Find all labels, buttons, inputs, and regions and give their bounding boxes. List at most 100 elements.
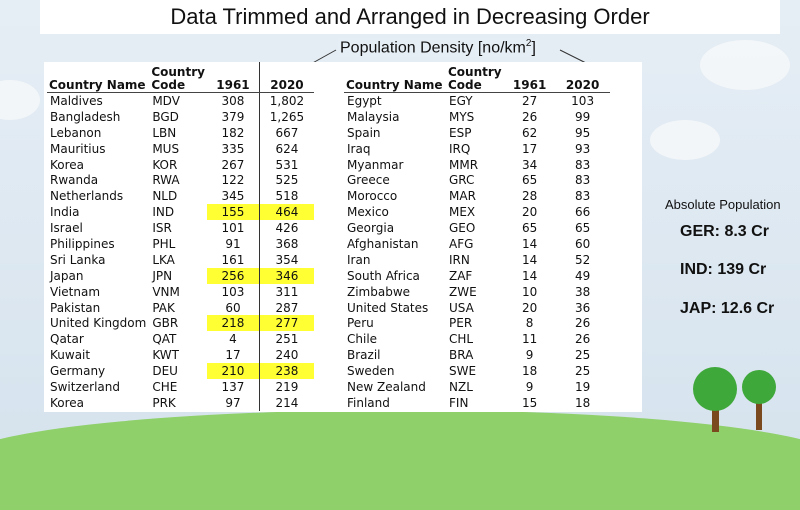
table-row: Myanmar MMR 34 83 <box>344 157 610 173</box>
value-2020-cell: 99 <box>574 109 591 124</box>
country-code-cell: CHE <box>152 379 178 394</box>
value-2020-cell: 251 <box>258 331 314 348</box>
table-row: Kuwait KWT 17 240 <box>47 347 314 364</box>
value-2020-cell: 49 <box>574 268 591 283</box>
value-1961-cell: 17 <box>521 141 538 156</box>
country-code-cell: IND <box>152 205 175 220</box>
country-code-cell: FIN <box>449 395 469 410</box>
table-row: Switzerland CHE 137 219 <box>47 379 314 395</box>
table-row: Iraq IRQ 17 93 <box>344 141 610 157</box>
country-code-cell: ZWE <box>449 284 477 299</box>
country-name-cell: Israel <box>50 221 83 236</box>
value-1961-cell: 210 <box>206 363 260 380</box>
country-code-cell: BGD <box>152 109 179 124</box>
country-name-cell: Mexico <box>347 205 389 220</box>
table-row: Malaysia MYS 26 99 <box>344 109 610 125</box>
value-1961-cell: 218 <box>206 315 260 332</box>
value-1961-cell: 9 <box>525 379 534 394</box>
value-2020-cell: 83 <box>574 157 591 172</box>
value-1961-cell: 65 <box>521 173 538 188</box>
country-name-cell: United Kingdom <box>50 316 147 331</box>
table-right: Country Name Country Code 1961 2020 Egyp… <box>344 62 610 411</box>
table-row: Pakistan PAK 60 287 <box>47 299 314 316</box>
value-1961-cell: 26 <box>521 109 538 124</box>
value-2020-cell: 1,802 <box>258 92 314 109</box>
country-name-cell: Peru <box>347 316 374 331</box>
country-name-cell: Korea <box>50 157 85 172</box>
country-name-cell: Switzerland <box>50 379 120 394</box>
absolute-population-panel: Absolute Population GER: 8.3 Cr IND: 139… <box>660 197 800 318</box>
table-left: Country Name Country Code 1961 2020 Mald… <box>47 62 314 411</box>
slide-title: Data Trimmed and Arranged in Decreasing … <box>40 0 780 34</box>
table-row: United Kingdom GBR 218 277 <box>47 315 314 332</box>
value-2020-cell: 219 <box>258 379 314 395</box>
value-2020-cell: 531 <box>258 156 314 173</box>
value-2020-cell: 65 <box>574 221 591 236</box>
country-name-cell: Japan <box>50 268 84 283</box>
table-row: United States USA 20 36 <box>344 300 610 316</box>
country-name-cell: Greece <box>347 173 390 188</box>
country-code-cell: NZL <box>449 379 473 394</box>
value-1961-cell: 379 <box>221 109 245 124</box>
country-name-cell: Mauritius <box>50 141 106 156</box>
country-code-cell: QAT <box>152 332 177 347</box>
tree-trunk <box>756 400 762 430</box>
header-country-code: Country Code <box>446 62 504 93</box>
table-row: Spain ESP 62 95 <box>344 125 610 141</box>
value-1961-cell: 15 <box>521 395 538 410</box>
country-name-cell: Iran <box>347 252 371 267</box>
country-name-cell: Chile <box>347 332 378 347</box>
value-1961-cell: 101 <box>221 221 245 236</box>
value-1961-cell: 20 <box>521 205 538 220</box>
header-country-name: Country Name <box>47 62 150 93</box>
value-2020-cell: 368 <box>258 236 314 252</box>
header-2020: 2020 <box>258 62 314 93</box>
header-1961: 1961 <box>503 62 556 93</box>
value-2020-cell: 287 <box>258 299 314 316</box>
value-1961-cell: 27 <box>521 93 538 108</box>
country-code-cell: PRK <box>152 395 176 410</box>
value-2020-cell: 18 <box>574 395 591 410</box>
country-name-cell: Georgia <box>347 221 395 236</box>
country-code-cell: EGY <box>449 93 473 108</box>
value-2020-cell: 103 <box>571 93 595 108</box>
table-row: Morocco MAR 28 83 <box>344 188 610 204</box>
table-row: Japan JPN 256 346 <box>47 267 314 284</box>
country-code-cell: VNM <box>152 284 180 299</box>
country-name-cell: Lebanon <box>50 125 102 140</box>
country-name-cell: United States <box>347 300 429 315</box>
value-1961-cell: 267 <box>221 157 245 172</box>
table-row: Israel ISR 101 426 <box>47 220 314 237</box>
table-row: New Zealand NZL 9 19 <box>344 379 610 395</box>
table-row: Germany DEU 210 238 <box>47 363 314 380</box>
value-2020-cell: 346 <box>258 267 314 284</box>
table-row: Lebanon LBN 182 667 <box>47 124 314 141</box>
value-2020-cell: 426 <box>258 220 314 237</box>
value-1961-cell: 62 <box>521 125 538 140</box>
table-row: Mexico MEX 20 66 <box>344 204 610 220</box>
country-name-cell: Myanmar <box>347 157 404 172</box>
value-1961-cell: 122 <box>221 173 245 188</box>
value-2020-cell: 238 <box>258 363 314 380</box>
value-2020-cell: 60 <box>574 236 591 251</box>
country-code-cell: PER <box>449 316 473 331</box>
value-2020-cell: 25 <box>574 348 591 363</box>
table-row: Korea KOR 267 531 <box>47 156 314 173</box>
country-code-cell: RWA <box>152 173 180 188</box>
table-row: Afghanistan AFG 14 60 <box>344 236 610 252</box>
country-code-cell: MAR <box>449 189 476 204</box>
cloud <box>700 40 790 90</box>
table-row: Brazil BRA 9 25 <box>344 347 610 363</box>
country-name-cell: Sri Lanka <box>50 252 106 267</box>
country-name-cell: Rwanda <box>50 173 99 188</box>
value-1961-cell: 308 <box>221 93 245 108</box>
country-code-cell: MEX <box>449 205 476 220</box>
value-1961-cell: 18 <box>521 364 538 379</box>
value-1961-cell: 103 <box>221 284 245 299</box>
country-code-cell: BRA <box>449 348 474 363</box>
value-1961-cell: 91 <box>225 236 241 251</box>
table-row: Chile CHL 11 26 <box>344 331 610 347</box>
country-code-cell: MMR <box>449 157 479 172</box>
value-1961-cell: 20 <box>521 300 538 315</box>
value-2020-cell: 214 <box>258 394 314 411</box>
